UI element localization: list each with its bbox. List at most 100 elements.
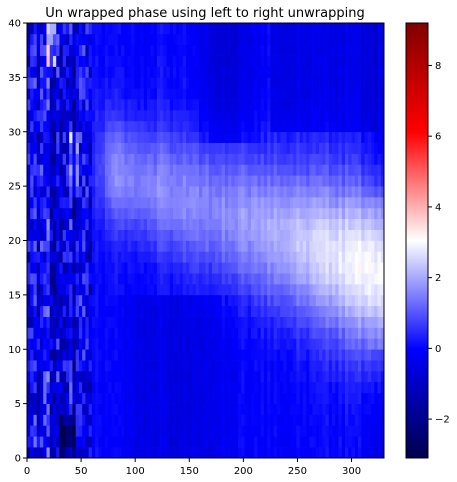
heatmap-cell [75, 23, 80, 35]
heatmap-cell [208, 305, 213, 317]
heatmap-cell [153, 131, 158, 143]
heatmap-cell [156, 425, 161, 437]
heatmap-cell [65, 305, 70, 317]
heatmap-cell [325, 273, 330, 285]
heatmap-cell [121, 175, 125, 187]
heatmap-cell [49, 294, 54, 307]
heatmap-cell [30, 436, 34, 448]
heatmap-cell [211, 88, 216, 100]
heatmap-cell [75, 77, 80, 89]
heatmap-cell [260, 305, 265, 317]
heatmap-cell [173, 229, 177, 241]
heatmap-cell [189, 218, 193, 230]
heatmap-cell [104, 349, 109, 361]
heatmap-cell [328, 327, 333, 339]
heatmap-cell [371, 110, 375, 122]
heatmap-cell [143, 197, 148, 209]
heatmap-cell [322, 66, 326, 78]
heatmap-cell [108, 273, 112, 285]
heatmap-cell [62, 316, 67, 328]
heatmap-cell [39, 175, 44, 187]
heatmap-cell [111, 284, 115, 296]
heatmap-cell [319, 77, 323, 89]
heatmap-cell [263, 436, 268, 448]
heatmap-cell [130, 197, 135, 209]
heatmap-cell [62, 436, 67, 448]
heatmap-cell [211, 316, 216, 328]
heatmap-cell [33, 153, 38, 165]
heatmap-cell [150, 33, 154, 46]
heatmap-cell [153, 273, 158, 285]
heatmap-cell [134, 240, 138, 252]
heatmap-cell [192, 153, 197, 165]
heatmap-cell [69, 164, 73, 176]
heatmap-cell [78, 153, 83, 165]
heatmap-cell [345, 110, 349, 122]
heatmap-cell [280, 186, 284, 198]
heatmap-cell [95, 316, 99, 328]
heatmap-cell [237, 55, 242, 67]
heatmap-cell [293, 403, 297, 415]
heatmap-cell [160, 77, 164, 89]
heatmap-cell [377, 66, 382, 78]
heatmap-cell [241, 66, 245, 78]
heatmap-cell [244, 414, 249, 426]
heatmap-cell [309, 316, 313, 328]
heatmap-cell [52, 425, 57, 437]
heatmap-cell [234, 425, 239, 437]
heatmap-cell [72, 55, 77, 67]
heatmap-cell [286, 327, 291, 339]
heatmap-cell [163, 218, 167, 230]
heatmap-cell [36, 88, 41, 100]
heatmap-cell [111, 338, 115, 350]
heatmap-cell [280, 88, 284, 100]
heatmap-cell [36, 197, 41, 209]
heatmap-cell [231, 229, 236, 241]
heatmap-cell [147, 414, 151, 426]
heatmap-cell [137, 262, 141, 274]
heatmap-cell [358, 371, 362, 383]
heatmap-cell [312, 229, 317, 241]
heatmap-cell [169, 294, 174, 307]
heatmap-cell [199, 305, 203, 317]
heatmap-cell [114, 251, 119, 263]
heatmap-cell [254, 284, 258, 296]
heatmap-cell [27, 425, 31, 437]
heatmap-cell [121, 197, 125, 209]
heatmap-cell [302, 197, 307, 209]
heatmap-cell [85, 207, 90, 220]
heatmap-cell [270, 99, 275, 111]
heatmap-cell [211, 23, 216, 35]
heatmap-cell [276, 77, 281, 89]
heatmap-cell [130, 186, 135, 198]
heatmap-cell [192, 305, 197, 317]
heatmap-cell [186, 186, 190, 198]
heatmap-cell [293, 33, 297, 46]
heatmap-cell [358, 229, 362, 241]
heatmap-cell [173, 240, 177, 252]
heatmap-cell [247, 251, 252, 263]
heatmap-cell [280, 207, 284, 220]
heatmap-cell [351, 55, 356, 67]
heatmap-cell [195, 197, 200, 209]
heatmap-cell [237, 284, 242, 296]
heatmap-cell [114, 218, 119, 230]
heatmap-cell [166, 425, 171, 437]
heatmap-cell [296, 436, 300, 448]
heatmap-cell [250, 33, 255, 46]
heatmap-cell [299, 23, 304, 35]
heatmap-cell [358, 262, 362, 274]
heatmap-cell [108, 131, 112, 143]
heatmap-cell [156, 33, 161, 46]
heatmap-cell [270, 110, 275, 122]
heatmap-cell [228, 66, 232, 78]
heatmap-cell [62, 175, 67, 187]
heatmap-cell [250, 77, 255, 89]
heatmap-cell [374, 66, 378, 78]
heatmap-cell [52, 207, 57, 220]
heatmap-cell [56, 371, 60, 383]
heatmap-cell [36, 251, 41, 263]
heatmap-cell [293, 360, 297, 372]
heatmap-cell [351, 142, 356, 154]
heatmap-cell [205, 349, 210, 361]
